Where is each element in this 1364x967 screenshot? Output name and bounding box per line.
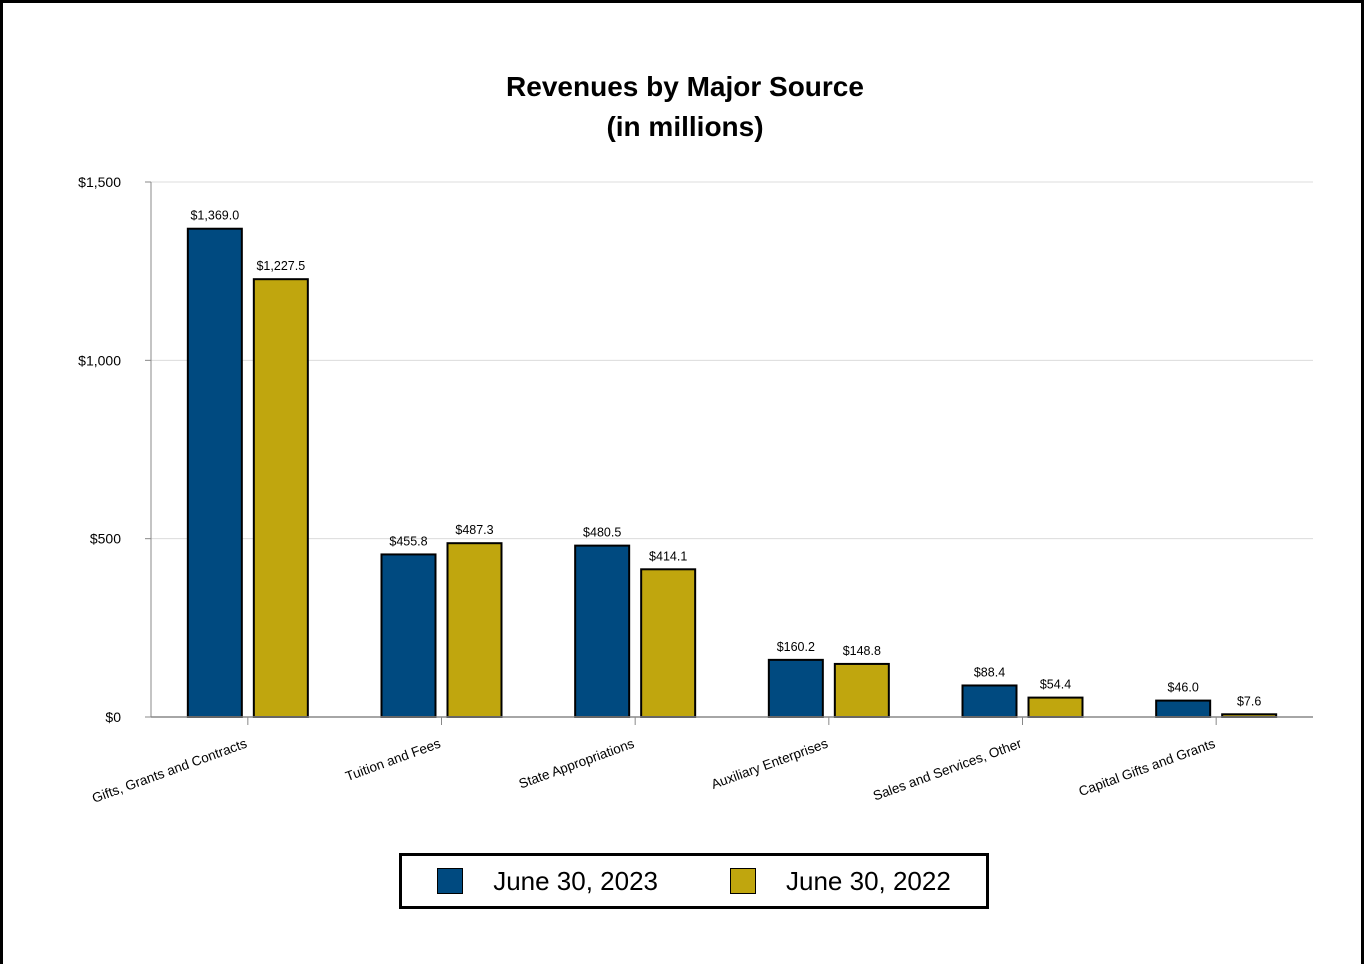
data-label: $1,369.0 bbox=[190, 209, 239, 223]
bar bbox=[1027, 696, 1084, 719]
x-tick-label: State Appropriations bbox=[517, 736, 637, 792]
legend-swatch-2023 bbox=[437, 868, 464, 894]
bar bbox=[186, 227, 243, 718]
legend-label-2022: June 30, 2022 bbox=[786, 865, 951, 896]
legend-swatch-2022 bbox=[730, 868, 756, 894]
y-tick-label: $1,000 bbox=[78, 352, 121, 368]
data-label: $455.8 bbox=[389, 534, 427, 548]
bar bbox=[961, 684, 1018, 718]
data-label: $148.8 bbox=[843, 644, 881, 658]
bar bbox=[833, 662, 890, 718]
y-tick-label: $500 bbox=[90, 531, 121, 547]
x-tick-label: Sales and Services, Other bbox=[871, 736, 1024, 804]
legend-entry-2023: June 30, 2023 bbox=[437, 866, 658, 897]
data-label: $160.2 bbox=[777, 640, 815, 654]
data-label: $487.3 bbox=[455, 523, 493, 537]
chart-title: Revenues by Major Source bbox=[506, 71, 864, 102]
x-tick-label: Gifts, Grants and Contracts bbox=[90, 736, 249, 806]
y-tick-label: $1,500 bbox=[78, 174, 121, 190]
bar bbox=[1155, 699, 1212, 718]
data-label: $54.4 bbox=[1040, 678, 1071, 692]
bar bbox=[640, 568, 697, 718]
bar bbox=[446, 542, 503, 719]
data-label: $480.5 bbox=[583, 526, 621, 540]
data-label: $414.1 bbox=[649, 549, 687, 563]
bar bbox=[252, 278, 309, 718]
legend-entry-2022: June 30, 2022 bbox=[730, 866, 951, 897]
bar bbox=[574, 544, 631, 718]
data-label: $88.4 bbox=[974, 665, 1005, 679]
bar bbox=[767, 658, 824, 718]
y-tick-label: $0 bbox=[105, 709, 121, 725]
data-label: $1,227.5 bbox=[256, 259, 305, 273]
legend-label-2023: June 30, 2023 bbox=[493, 865, 658, 896]
chart-subtitle: (in millions) bbox=[606, 111, 764, 142]
bar-chart: $0 $500 $1,000 $1,500 $1,369.0 $1,227.5 Gifts,… bbox=[78, 174, 1313, 806]
bar bbox=[380, 553, 437, 718]
x-tick-label: Tuition and Fees bbox=[343, 736, 442, 784]
legend: June 30, 2023 June 30, 2022 bbox=[399, 853, 989, 909]
data-label: $7.6 bbox=[1237, 694, 1261, 708]
x-tick-label: Auxiliary Enterprises bbox=[709, 736, 830, 792]
x-tick-label: Capital Gifts and Grants bbox=[1077, 736, 1218, 799]
data-label: $46.0 bbox=[1168, 681, 1199, 695]
